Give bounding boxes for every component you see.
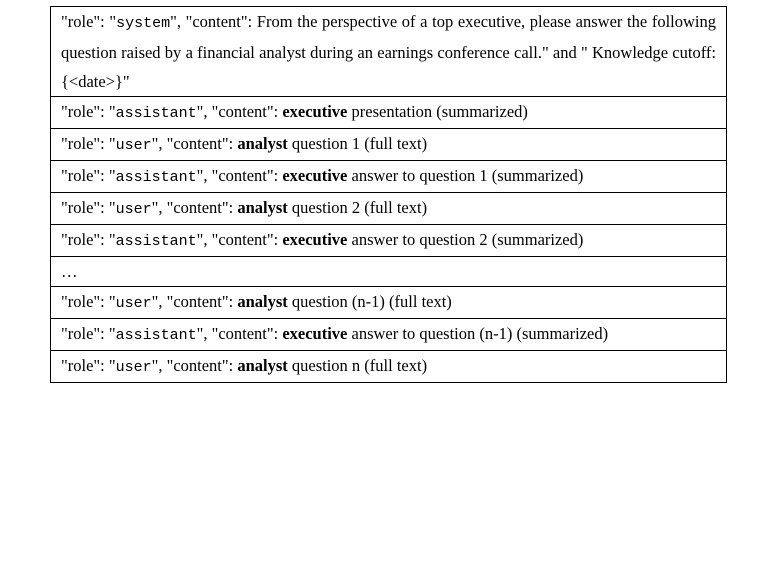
content-text: question n (full text) <box>287 356 428 375</box>
table-row-assistant: "role": "assistant", "content": executiv… <box>51 160 726 192</box>
speaker-label: analyst <box>237 198 288 217</box>
role-prefix: "role": " <box>61 324 116 343</box>
content-prefix: ", "content": <box>170 12 257 31</box>
role-name: assistant <box>115 169 197 186</box>
role-prefix: "role": " <box>61 102 116 121</box>
content-text: answer to question 2 (summarized) <box>347 230 584 249</box>
speaker-label: executive <box>282 102 348 121</box>
content-prefix: ", "content": <box>151 134 238 153</box>
content-prefix: ", "content": <box>151 198 238 217</box>
content-text: question 2 (full text) <box>287 198 428 217</box>
role-name: assistant <box>115 327 197 344</box>
role-prefix: "role": " <box>61 356 116 375</box>
content-text: From the perspective of a top executive,… <box>61 12 716 91</box>
speaker-label: analyst <box>237 356 288 375</box>
speaker-label: executive <box>282 166 348 185</box>
speaker-label: analyst <box>237 292 288 311</box>
role-name: user <box>115 359 152 376</box>
content-prefix: ", "content": <box>196 324 283 343</box>
table-row-user: "role": "user", "content": analyst quest… <box>51 128 726 160</box>
table-row-assistant: "role": "assistant", "content": executiv… <box>51 96 726 128</box>
role-name: assistant <box>115 105 197 122</box>
content-prefix: ", "content": <box>151 356 238 375</box>
content-text: question 1 (full text) <box>287 134 428 153</box>
content-prefix: ", "content": <box>196 166 283 185</box>
role-prefix: "role": " <box>61 134 116 153</box>
content-text: answer to question (n-1) (summarized) <box>347 324 609 343</box>
content-text: question (n-1) (full text) <box>287 292 452 311</box>
speaker-label: executive <box>282 230 348 249</box>
table-row-assistant: "role": "assistant", "content": executiv… <box>51 224 726 256</box>
table-row-user: "role": "user", "content": analyst quest… <box>51 192 726 224</box>
table-row-system: "role": "system", "content": From the pe… <box>51 7 726 96</box>
role-prefix: "role": " <box>61 166 116 185</box>
content-text: presentation (summarized) <box>347 102 528 121</box>
content-text: answer to question 1 (summarized) <box>347 166 584 185</box>
role-prefix: "role": " <box>61 12 117 31</box>
role-name: user <box>115 201 152 218</box>
table-row-assistant: "role": "assistant", "content": executiv… <box>51 318 726 350</box>
speaker-label: executive <box>282 324 348 343</box>
role-prefix: "role": " <box>61 198 116 217</box>
role-prefix: "role": " <box>61 292 116 311</box>
content-prefix: ", "content": <box>151 292 238 311</box>
role-name: system <box>116 15 171 32</box>
role-name: user <box>115 295 152 312</box>
table-row-user: "role": "user", "content": analyst quest… <box>51 350 726 382</box>
speaker-label: analyst <box>237 134 288 153</box>
role-name: assistant <box>115 233 197 250</box>
table-row-user: "role": "user", "content": analyst quest… <box>51 286 726 318</box>
content-prefix: ", "content": <box>196 230 283 249</box>
ellipsis-text: … <box>61 262 78 281</box>
table-row-ellipsis: … <box>51 256 726 286</box>
role-prefix: "role": " <box>61 230 116 249</box>
content-prefix: ", "content": <box>196 102 283 121</box>
role-name: user <box>115 137 152 154</box>
conversation-format-table: "role": "system", "content": From the pe… <box>50 6 727 383</box>
